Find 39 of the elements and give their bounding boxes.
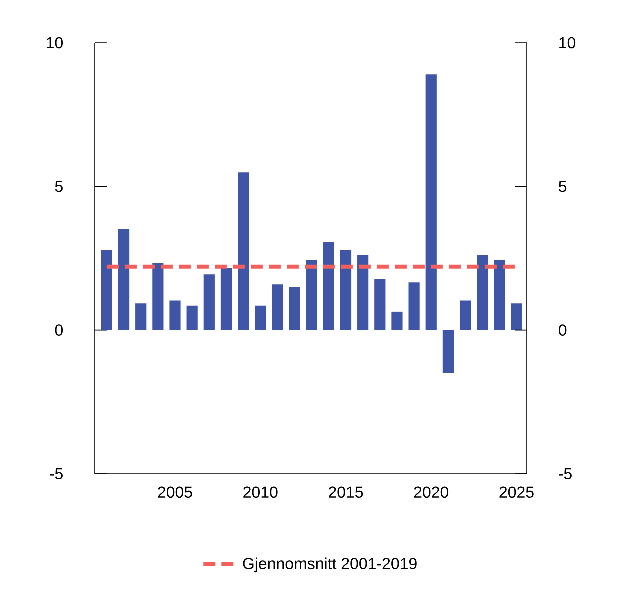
x-tick-label: 2020 xyxy=(414,486,449,498)
bar xyxy=(392,312,403,330)
bar xyxy=(238,172,250,330)
bar xyxy=(358,255,369,330)
bar xyxy=(118,229,130,330)
y2-tick-label: 10 xyxy=(560,37,576,49)
bar xyxy=(306,260,318,330)
x-tick-label: 2015 xyxy=(329,486,364,498)
bar xyxy=(511,304,522,330)
bar xyxy=(374,279,386,330)
bar xyxy=(477,255,488,330)
bar xyxy=(426,74,437,330)
y-tick-label: 5 xyxy=(55,181,63,192)
y-tick-label: -5 xyxy=(50,468,63,480)
bar xyxy=(460,300,472,330)
y-tick-label: 10 xyxy=(47,37,64,49)
bar xyxy=(101,250,113,330)
bar xyxy=(186,306,198,330)
bar xyxy=(408,282,420,330)
bar xyxy=(204,274,215,330)
bar xyxy=(136,304,147,330)
bar xyxy=(152,263,164,330)
bar xyxy=(289,288,300,330)
bar xyxy=(272,284,284,330)
x-tick-label: 2025 xyxy=(500,486,534,498)
x-tick-label: 2010 xyxy=(244,486,278,498)
bar xyxy=(255,306,266,330)
bar xyxy=(170,300,181,330)
y-tick-label: 0 xyxy=(55,324,64,336)
y2-tick-label: 5 xyxy=(559,181,567,192)
bar xyxy=(340,250,352,330)
bar xyxy=(494,260,506,330)
bar xyxy=(442,330,454,374)
bar xyxy=(323,242,334,330)
bar xyxy=(220,268,232,330)
legend-label: Gjennomsnitt 2001-2019 xyxy=(243,558,417,573)
y2-tick-label: -5 xyxy=(559,468,572,480)
x-tick-label: 2005 xyxy=(158,486,192,498)
y2-tick-label: 0 xyxy=(559,324,567,336)
